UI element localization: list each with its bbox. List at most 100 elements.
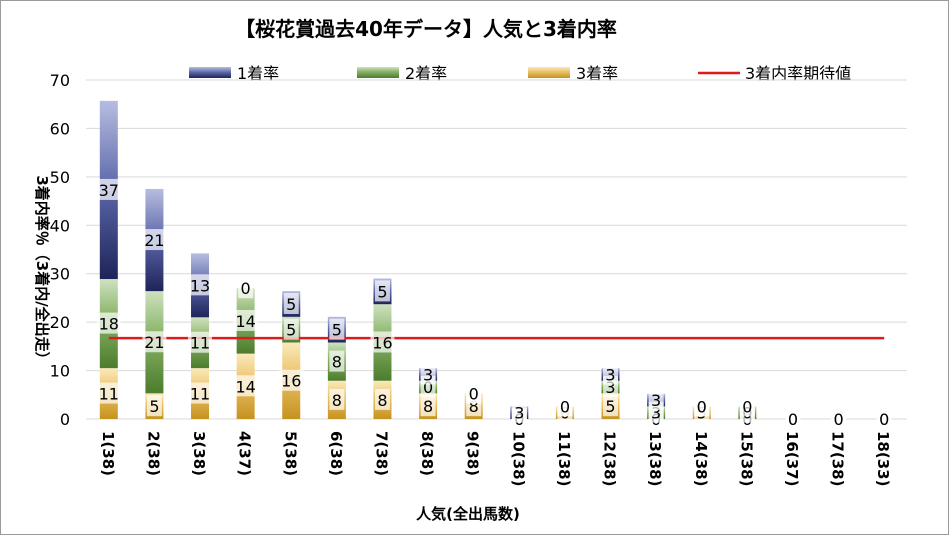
data-labels: 1118375212111111314140165588581658038000… (96, 178, 892, 429)
data-label: 5 (149, 397, 159, 416)
data-label-bg (142, 229, 167, 251)
data-label: 37 (99, 181, 119, 200)
legend-swatch-1st (189, 67, 231, 78)
x-tick-label: 11(38) (555, 431, 573, 486)
data-label: 0 (697, 397, 707, 416)
data-label: 11 (99, 385, 119, 404)
x-tick-label: 12(38) (601, 431, 619, 486)
data-label-bg (603, 395, 619, 417)
data-label: 3 (605, 365, 615, 384)
y-axis-ticks: 0 10 20 30 40 50 60 70 (50, 71, 70, 429)
data-label: 3 (514, 404, 524, 423)
data-label: 5 (332, 321, 342, 340)
data-label: 8 (469, 397, 479, 416)
data-label: 8 (423, 397, 433, 416)
data-label: 0 (241, 279, 251, 298)
data-label-bg (420, 363, 436, 385)
legend-label-2nd: 2着率 (405, 64, 447, 83)
data-label-bg (831, 408, 847, 429)
x-tick-label: 3(38) (190, 431, 208, 476)
data-label: 3 (423, 365, 433, 384)
data-label: 14 (235, 312, 255, 331)
y-axis-title: 3着内率％（3着内/全出走） (33, 175, 51, 366)
x-tick-label: 13(38) (646, 431, 664, 486)
data-label-bg (233, 309, 258, 331)
legend-label-1st: 1着率 (237, 64, 279, 83)
legend-swatch-2nd (357, 67, 399, 78)
data-label: 3 (605, 378, 615, 397)
x-axis-ticks: 1(38) 2(38) 3(38) 4(37) 5(38) 6(38) 7(38) 8(38)… (99, 431, 892, 486)
y-tick-label: 10 (50, 362, 70, 381)
chart-title: 【桜花賞過去40年データ】人気と3着内率 (235, 17, 617, 41)
data-label-bg (188, 382, 213, 404)
x-tick-label: 7(38) (372, 431, 390, 476)
data-label-bg (283, 318, 299, 340)
data-label-bg (648, 389, 664, 411)
data-label: 14 (235, 377, 255, 396)
data-label-bg (694, 395, 710, 417)
data-label: 8 (332, 353, 342, 372)
data-label: 5 (605, 397, 615, 416)
y-tick-label: 60 (50, 119, 70, 138)
x-tick-label: 9(38) (464, 431, 482, 476)
data-label-bg (146, 395, 162, 417)
x-tick-label: 5(38) (281, 431, 299, 476)
data-label: 16 (372, 333, 392, 352)
x-tick-label: 18(33) (874, 431, 892, 486)
data-label-bg (283, 292, 299, 314)
data-label-bg (329, 318, 345, 340)
data-label: 18 (99, 315, 119, 334)
data-label-bg (374, 280, 390, 302)
data-label-bg (238, 277, 254, 299)
data-label-bg (279, 369, 304, 391)
data-label-bg (420, 395, 436, 417)
data-label: 13 (190, 276, 210, 295)
x-tick-label: 14(38) (692, 431, 710, 486)
x-axis-title: 人気(全出馬数) (416, 505, 520, 523)
x-tick-label: 2(38) (144, 431, 162, 476)
data-label-bg (96, 382, 121, 404)
x-tick-label: 15(38) (737, 431, 755, 486)
y-tick-label: 50 (50, 168, 70, 187)
data-label: 0 (788, 410, 798, 429)
data-label: 5 (377, 282, 387, 301)
data-label-bg (188, 274, 213, 296)
data-label-bg (329, 388, 345, 410)
x-tick-label: 8(38) (418, 431, 436, 476)
x-tick-label: 4(37) (236, 431, 254, 476)
data-label-bg (370, 331, 395, 353)
data-label: 0 (879, 410, 889, 429)
data-label-bg (96, 312, 121, 334)
data-label-bg (374, 388, 390, 410)
y-tick-label: 70 (50, 71, 70, 90)
data-label-bg (329, 350, 345, 372)
legend: 1着率 2着率 3着率 3着内率期待値 (189, 64, 851, 83)
data-label: 0 (560, 397, 570, 416)
data-label-bg (233, 375, 258, 397)
data-label-bg (466, 382, 482, 404)
data-label: 5 (286, 295, 296, 314)
gridlines (86, 79, 907, 420)
data-label-bg (188, 331, 213, 353)
x-tick-label: 1(38) (99, 431, 117, 476)
data-label: 11 (190, 385, 210, 404)
data-label-bg (739, 395, 755, 417)
y-tick-label: 30 (50, 265, 70, 284)
data-label-bg (785, 408, 801, 429)
y-tick-label: 20 (50, 313, 70, 332)
data-label: 21 (144, 231, 164, 250)
data-label-bg (876, 408, 892, 429)
x-tick-label: 10(38) (509, 431, 527, 486)
data-label-bg (142, 331, 167, 353)
x-tick-label: 16(37) (783, 431, 801, 486)
data-label-bg (96, 178, 121, 200)
data-label: 8 (377, 391, 387, 410)
data-label: 3 (651, 404, 661, 423)
data-label-bg (603, 363, 619, 385)
data-label-bg (557, 395, 573, 417)
data-label: 21 (144, 333, 164, 352)
data-label: 11 (190, 334, 210, 353)
legend-swatch-3rd (528, 67, 570, 78)
